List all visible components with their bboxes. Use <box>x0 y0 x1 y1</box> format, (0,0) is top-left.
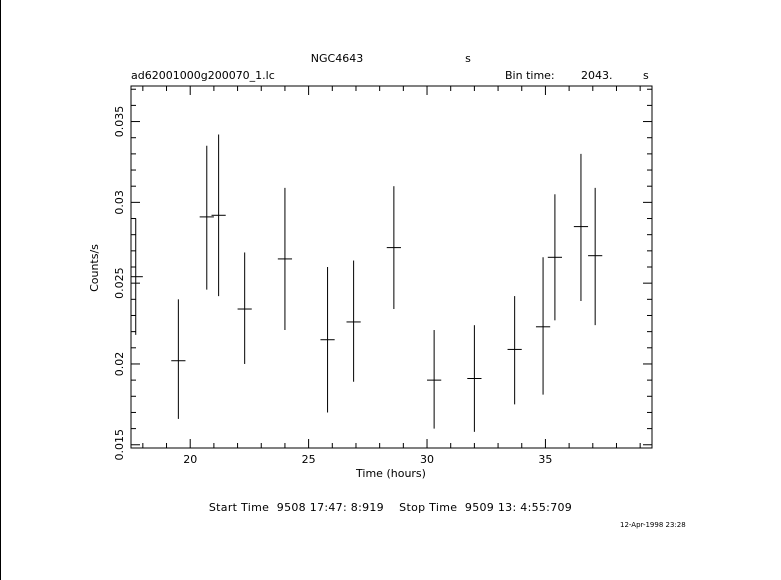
y-tick-label: 0.015 <box>113 429 126 461</box>
x-tick-label: 20 <box>183 453 197 466</box>
y-tick-label: 0.025 <box>113 267 126 299</box>
stop-time-label: Stop Time <box>399 501 458 514</box>
plot-timestamp: 12-Apr-1998 23:28 <box>620 521 686 529</box>
bin-time-unit: s <box>643 69 649 82</box>
chart-title-suffix: s <box>465 52 471 65</box>
data-point <box>588 187 603 326</box>
data-point <box>467 325 482 432</box>
y-tick-label: 0.035 <box>113 106 126 138</box>
data-point <box>320 267 335 413</box>
data-point <box>237 252 252 364</box>
y-axis-label: Counts/s <box>88 244 101 292</box>
x-axis-label: Time (hours) <box>355 467 426 480</box>
y-tick-label: 0.02 <box>113 352 126 377</box>
data-point <box>427 330 442 429</box>
data-point <box>547 194 563 321</box>
data-point <box>171 299 186 419</box>
data-point <box>535 257 551 395</box>
bin-time-value: 2043. <box>581 69 613 82</box>
x-tick-label: 25 <box>302 453 316 466</box>
time-range-footer: Start Time 9508 17:47: 8:919 Stop Time 9… <box>0 501 781 514</box>
x-tick-label: 35 <box>538 453 552 466</box>
x-tick-label: 30 <box>420 453 434 466</box>
bin-time-label: Bin time: <box>505 69 555 82</box>
start-time-label: Start Time <box>208 501 270 514</box>
plot-frame <box>130 85 653 449</box>
data-point <box>507 296 522 405</box>
chart-title: NGC4643 <box>311 52 363 65</box>
data-point <box>211 134 226 297</box>
data-point <box>199 145 214 290</box>
data-point <box>573 153 589 301</box>
file-label: ad62001000g200070_1.lc <box>131 69 275 82</box>
window-edge-line <box>0 0 1 580</box>
data-point <box>277 187 293 331</box>
data-points <box>131 134 603 432</box>
data-point <box>386 186 401 310</box>
axes-ticks: 20 25 30 35 0.015 0.02 0.025 0.03 0.035 <box>113 86 652 466</box>
y-tick-label: 0.03 <box>113 190 126 215</box>
start-time-value: 9508 17:47: 8:919 <box>276 501 384 514</box>
data-point <box>346 260 361 382</box>
data-point <box>131 218 143 335</box>
stop-time-value: 9509 13: 4:55:709 <box>464 501 573 514</box>
